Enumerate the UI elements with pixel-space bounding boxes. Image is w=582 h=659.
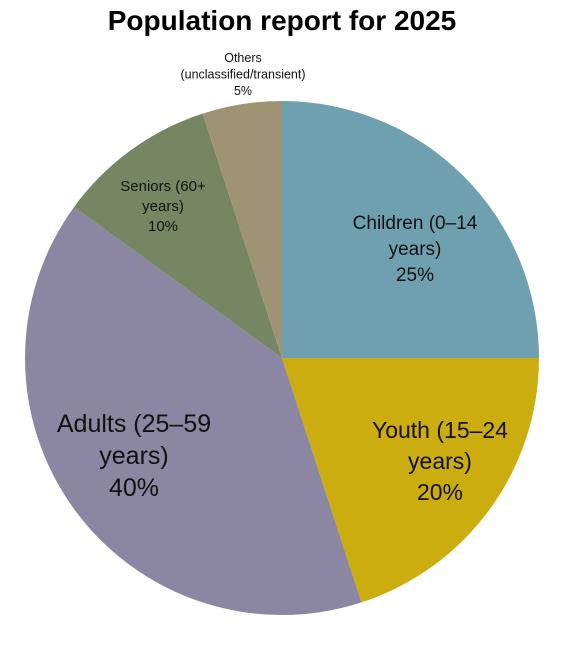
slice-name-line: Seniors (60+ [120, 178, 206, 195]
pie-slice-3 [24, 206, 362, 615]
slice-name-line: Youth (15–24 [372, 417, 508, 443]
slice-value-label: 20% [417, 479, 463, 505]
pie-slice-2 [282, 358, 539, 603]
pie-slice-1 [282, 101, 539, 358]
slice-value-label: 10% [148, 218, 178, 235]
slice-name-line: Others [224, 51, 262, 65]
slice-value-label: 40% [109, 474, 159, 502]
slice-label-5: Others (unclassified/transient) 5% [180, 51, 305, 98]
pie-labels: Children (0–14 years) 25% Youth (15–24 years… [57, 51, 508, 505]
pie-slice-4 [74, 113, 282, 358]
slice-value-label: 25% [396, 265, 434, 286]
slice-name-line: years) [142, 198, 184, 215]
slice-label-3: Adults (25–59 years) 40% [57, 410, 211, 502]
slice-name-line: (unclassified/transient) [180, 68, 305, 82]
slice-name-line: years) [389, 239, 442, 260]
slice-name-line: Children (0–14 [353, 213, 478, 234]
slice-label-2: Youth (15–24 years) 20% [372, 417, 508, 505]
slice-label-1: Children (0–14 years) 25% [353, 213, 478, 286]
slice-label-4: Seniors (60+ years) 10% [120, 178, 206, 235]
pie-slice-5 [202, 101, 282, 358]
pie-slices [24, 101, 539, 615]
slice-value-label: 5% [234, 84, 252, 98]
slice-name-line: Adults (25–59 [57, 410, 211, 438]
slice-name-line: years) [99, 442, 168, 470]
slice-name-line: years) [408, 448, 472, 474]
chart-title: Population report for 2025 [108, 5, 457, 36]
